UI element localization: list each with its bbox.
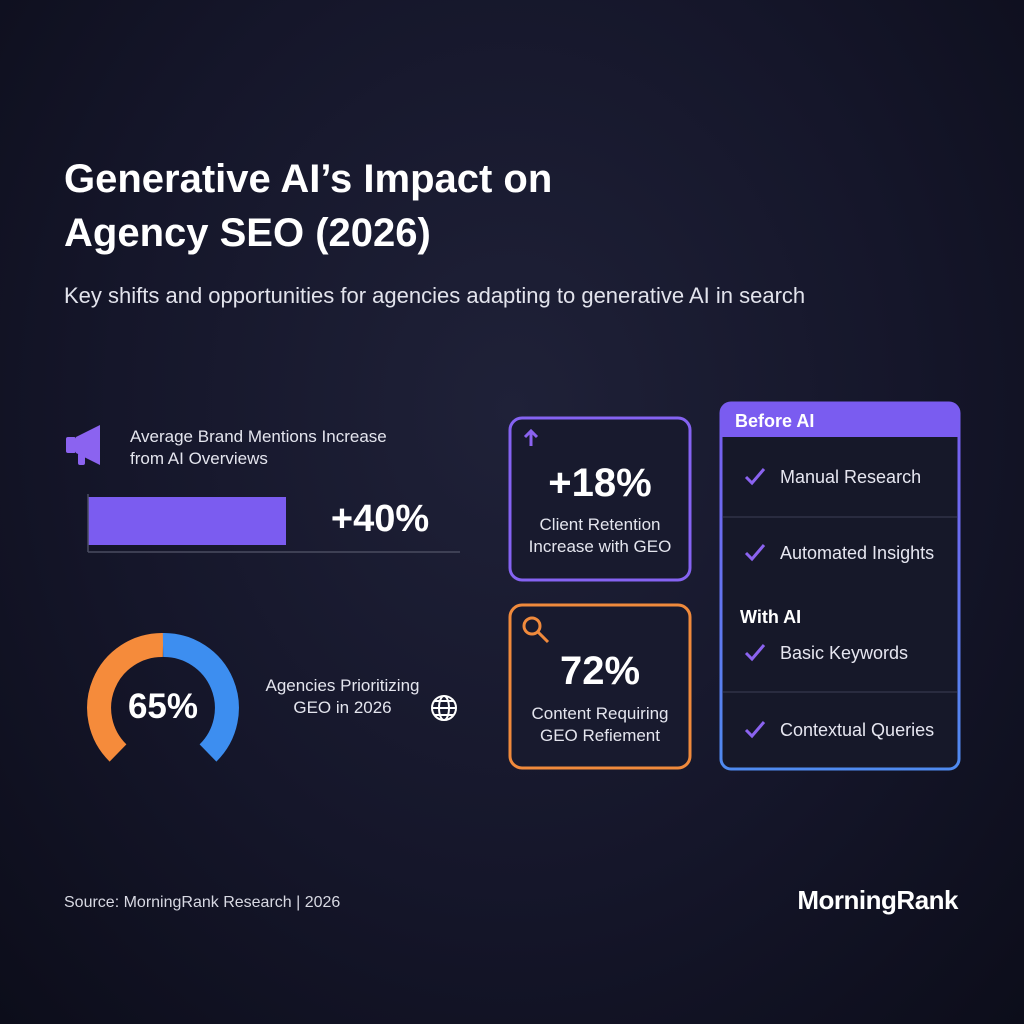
card-value: +18% bbox=[548, 461, 652, 505]
bar bbox=[88, 497, 286, 545]
gauge-value: 65% bbox=[127, 687, 199, 726]
source: Source: MorningRank Research | 2026 bbox=[64, 894, 341, 911]
search-icon bbox=[522, 616, 550, 644]
panel-subtitle: With AI bbox=[740, 607, 802, 627]
globe-icon bbox=[431, 695, 457, 721]
list-item: Manual Research bbox=[780, 467, 922, 487]
title: Generative AI’s Impact on Agency SEO (20… bbox=[64, 157, 553, 255]
panel bbox=[719, 401, 961, 771]
brand: MorningRank bbox=[797, 885, 958, 915]
gauge-arc-orange bbox=[87, 632, 164, 762]
gauge-label: Agencies Prioritizing GEO in 2026 bbox=[265, 676, 420, 717]
panel-header bbox=[721, 403, 959, 437]
stat-value: +40% bbox=[330, 498, 430, 540]
arrow-icon bbox=[523, 428, 539, 446]
card-label: Content Requiring GEO Refiement bbox=[531, 704, 669, 745]
list-item: Basic Keywords bbox=[780, 643, 909, 663]
panel-title: Before AI bbox=[735, 411, 815, 431]
list-item: Automated Insights bbox=[780, 543, 935, 563]
check-icons bbox=[744, 468, 766, 739]
subtitle: Key shifts and opportunities for agencie… bbox=[64, 283, 806, 308]
card-value: 72% bbox=[559, 649, 641, 693]
list-item: Contextual Queries bbox=[780, 720, 935, 740]
gauge-arc-blue bbox=[162, 632, 239, 762]
card-border bbox=[508, 416, 692, 582]
card-label: Client Retention Increase with GEO bbox=[528, 515, 672, 556]
card-border bbox=[508, 603, 692, 770]
stat-label: Average Brand Mentions Increase from AI … bbox=[130, 427, 387, 468]
megaphone-icon bbox=[66, 425, 100, 465]
